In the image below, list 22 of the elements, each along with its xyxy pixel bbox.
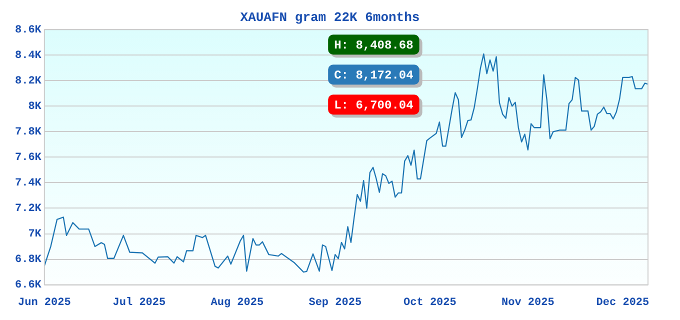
y-tick-label: 8.4K bbox=[15, 50, 42, 62]
annotation: H: 8,408.68 bbox=[334, 38, 414, 53]
x-tick-label: Jun 2025 bbox=[18, 297, 72, 310]
y-tick-label: 8K bbox=[28, 100, 42, 113]
annotation: C: 8,172.04 bbox=[334, 68, 414, 83]
y-tick-label: 8.6K bbox=[15, 24, 42, 36]
y-tick-label: 7.2K bbox=[15, 203, 42, 216]
x-tick-label: Oct 2025 bbox=[404, 297, 457, 310]
y-tick-label: 8.2K bbox=[15, 75, 42, 88]
y-tick-label: 6.6K bbox=[15, 280, 42, 292]
x-tick-label: Sep 2025 bbox=[308, 297, 362, 310]
x-tick-label: Jul 2025 bbox=[112, 297, 166, 310]
y-tick-label: 6.8K bbox=[15, 254, 42, 266]
x-tick-label: Aug 2025 bbox=[210, 297, 264, 310]
chart-title: XAUAFN gram 22K 6months bbox=[240, 10, 420, 26]
x-tick-label: Dec 2025 bbox=[596, 297, 650, 310]
annotation: L: 6,700.04 bbox=[334, 98, 414, 113]
y-tick-label: 7.4K bbox=[15, 177, 42, 190]
y-tick-label: 7K bbox=[28, 228, 42, 241]
y-tick-label: 7.6K bbox=[15, 152, 42, 164]
x-tick-label: Nov 2025 bbox=[502, 297, 555, 310]
y-tick-label: 7.8K bbox=[15, 126, 42, 138]
